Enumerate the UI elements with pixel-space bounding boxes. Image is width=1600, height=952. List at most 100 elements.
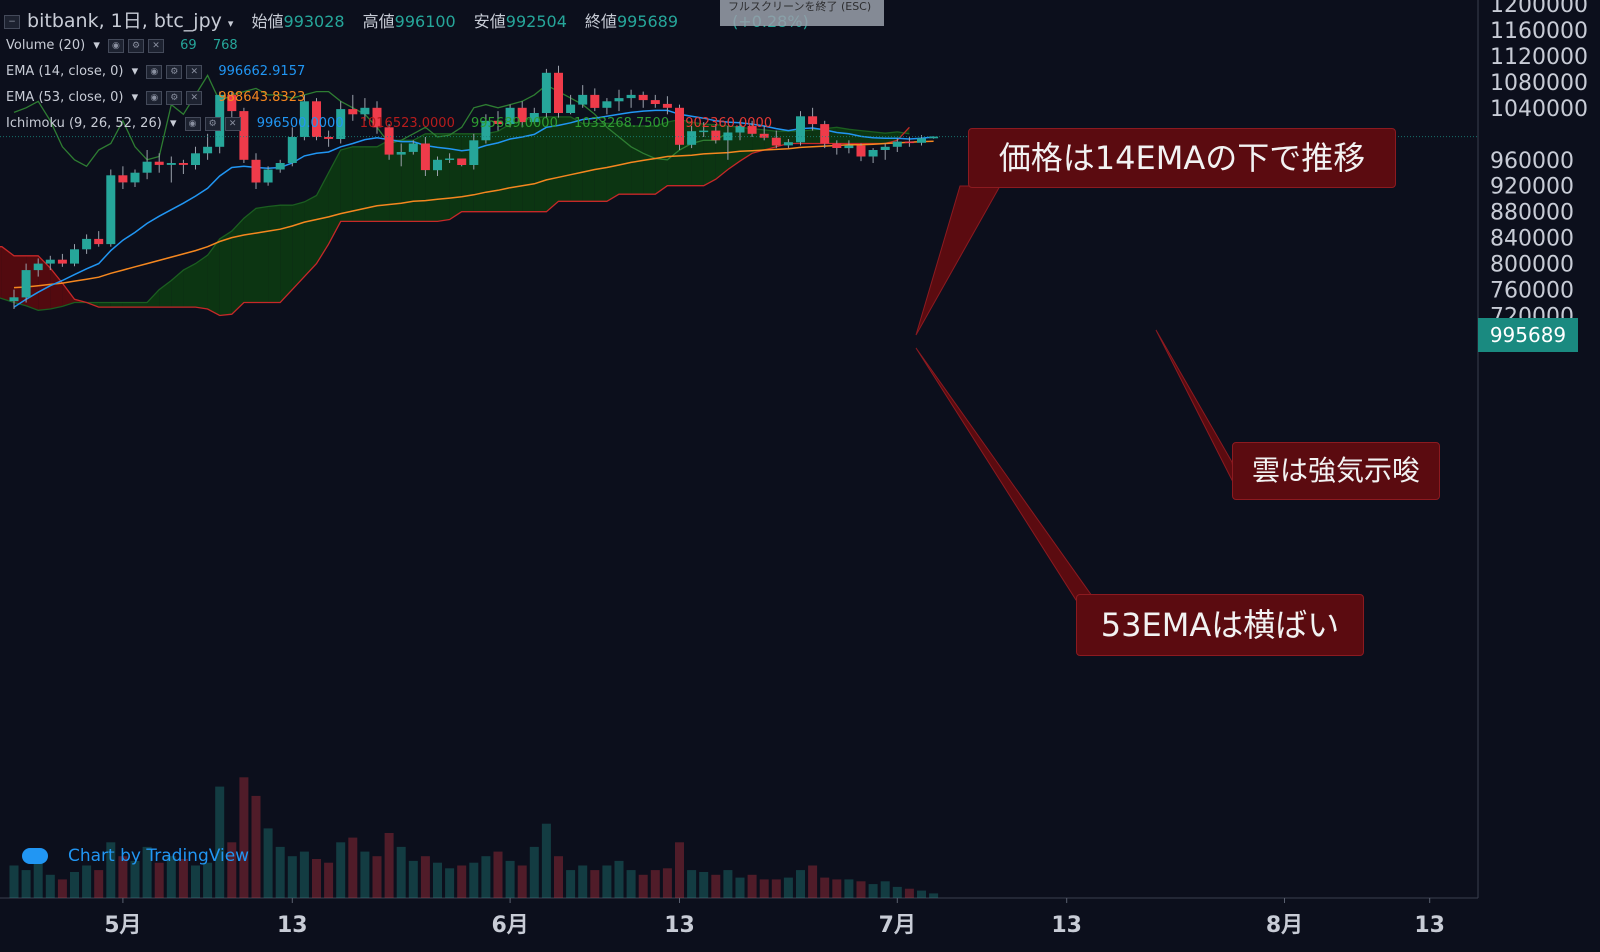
y-tick-label: 1040000 [1490, 97, 1588, 122]
cloud-segment [110, 302, 123, 308]
cloud-segment [389, 140, 402, 222]
volume-bar [820, 877, 830, 898]
eye-icon[interactable]: ◉ [184, 116, 201, 131]
volume-bar [420, 856, 430, 898]
volume-bar [191, 865, 200, 898]
volume-bar [45, 874, 55, 898]
cloud-segment [62, 283, 75, 307]
gear-icon[interactable]: ⚙ [166, 90, 183, 105]
candle-body [808, 116, 818, 125]
candle-body [880, 146, 890, 150]
dropdown-icon[interactable]: ▾ [169, 116, 177, 131]
cloud-segment [231, 218, 244, 315]
cloud-segment [195, 255, 208, 309]
volume-bar [408, 860, 418, 898]
x-tick-label: 13 [277, 913, 308, 938]
y-tick-label: 760000 [1490, 279, 1574, 304]
current-price-tag: 995689 [1478, 318, 1578, 352]
low-label: 安値 [473, 12, 506, 31]
volume-bar [457, 865, 467, 898]
tradingview-watermark[interactable]: Chart by TradingView [22, 846, 249, 866]
cloud-segment [449, 133, 462, 220]
candle-body [590, 94, 600, 108]
legend-ema14-name: EMA (14, close, 0) [6, 64, 124, 79]
legend-ema14[interactable]: EMA (14, close, 0) ▾ ◉ ⚙ ✕ 996662.9157 [6, 64, 309, 79]
volume-bar [517, 865, 527, 898]
legend-ichimoku[interactable]: Ichimoku (9, 26, 52, 26) ▾ ◉ ⚙ ✕ 996500.00… [6, 116, 776, 131]
symbol-dropdown-icon[interactable]: ▾ [227, 17, 234, 30]
candle-body [420, 143, 430, 171]
cloud-segment [268, 205, 281, 303]
legend-volume[interactable]: Volume (20) ▾ ◉ ⚙ ✕ 69 768 [6, 38, 242, 53]
cloud-segment [304, 195, 317, 277]
legend-volume-value-2: 768 [212, 38, 238, 53]
legend-volume-name: Volume (20) [6, 38, 86, 53]
candle-body [687, 131, 697, 145]
gear-icon[interactable]: ⚙ [166, 64, 183, 79]
volume-bar [239, 777, 249, 898]
candle-body [723, 132, 733, 141]
volume-bar [324, 862, 334, 898]
legend-ichimoku-span-b: 902360.0000 [685, 116, 773, 131]
candle-body [796, 116, 805, 143]
legend-ichimoku-chikou: 995689.0000 [471, 116, 558, 131]
candle-body [554, 72, 563, 113]
volume-bar [82, 865, 92, 898]
close-icon[interactable]: ✕ [224, 116, 241, 131]
candle-body [493, 120, 503, 124]
close-icon[interactable]: ✕ [186, 64, 203, 79]
gear-icon[interactable]: ⚙ [204, 116, 221, 131]
gear-icon[interactable]: ⚙ [127, 38, 144, 53]
legend-ema53-value: 988643.8323 [218, 90, 306, 105]
symbol-title[interactable]: bitbank, 1日, btc_jpy [27, 10, 222, 32]
tradingview-logo-icon [22, 848, 48, 864]
candle-body [9, 297, 19, 302]
volume-bar [566, 870, 576, 898]
candle-body [578, 94, 588, 105]
volume-bar [662, 868, 672, 898]
volume-bar [856, 881, 866, 898]
volume-bar [299, 851, 309, 898]
legend-ichimoku-span-a: 1033268.7500 [573, 116, 670, 131]
candle-body [118, 175, 128, 183]
exit-fullscreen-tooltip[interactable]: フルスクリーンを終了 (ESC) [720, 0, 884, 26]
close-icon[interactable]: ✕ [147, 38, 164, 53]
candle-body [57, 259, 67, 264]
legend-ema53[interactable]: EMA (53, close, 0) ▾ ◉ ⚙ ✕ 988643.8323 [6, 90, 309, 105]
candle-body [929, 136, 939, 139]
chart-header: − bitbank, 1日, btc_jpy ▾ 始値993028 高値9961… [4, 6, 809, 33]
close-icon[interactable]: ✕ [186, 90, 203, 105]
x-tick-label: 6月 [491, 913, 528, 938]
candle-body [106, 175, 116, 245]
volume-bar [808, 865, 818, 898]
callout-ema53-flat: 53EMAは横ばい [1076, 594, 1364, 656]
collapse-icon[interactable]: − [4, 14, 20, 29]
volume-bar [723, 870, 733, 898]
dropdown-icon[interactable]: ▾ [131, 64, 139, 79]
cloud-segment [848, 129, 861, 144]
volume-bar [796, 870, 805, 898]
candle-body [433, 159, 442, 171]
eye-icon[interactable]: ◉ [146, 64, 163, 79]
cloud-segment [243, 208, 256, 303]
low-value: 992504 [505, 12, 567, 31]
dropdown-icon[interactable]: ▾ [93, 38, 100, 53]
candle-body [541, 72, 551, 113]
eye-icon[interactable]: ◉ [107, 38, 124, 53]
cloud-segment [558, 116, 571, 202]
volume-bar [203, 862, 213, 898]
dropdown-icon[interactable]: ▾ [131, 90, 139, 105]
volume-bar [227, 842, 237, 898]
high-label: 高値 [362, 12, 395, 31]
eye-icon[interactable]: ◉ [146, 90, 163, 105]
candle-body [856, 145, 866, 157]
volume-bar [166, 856, 176, 898]
volume-bar [312, 859, 321, 898]
volume-bar [21, 870, 31, 898]
candle-body [299, 101, 309, 137]
open-value: 993028 [283, 12, 345, 31]
volume-bar [336, 842, 346, 898]
cloud-segment [292, 201, 305, 290]
candle-body [783, 142, 793, 146]
chikou-span-line [13, 74, 729, 168]
